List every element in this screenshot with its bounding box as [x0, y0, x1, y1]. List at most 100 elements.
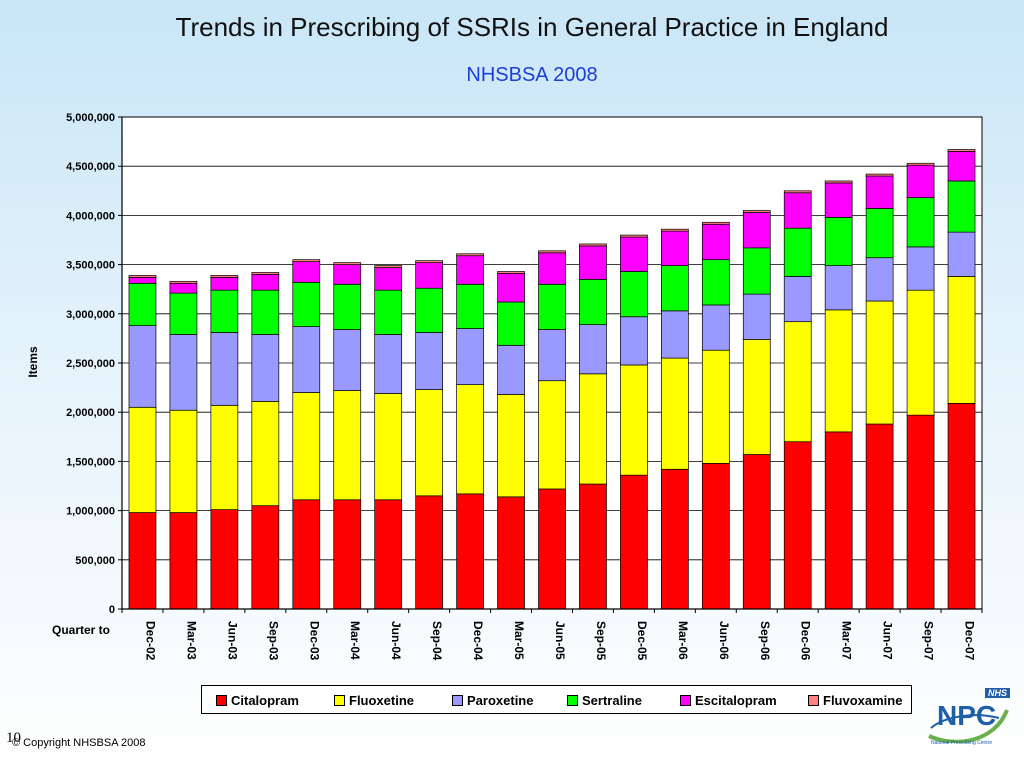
bar-segment-citalopram — [456, 493, 484, 610]
bar-segment-citalopram — [947, 402, 976, 610]
bar-segment-sertraline — [456, 283, 484, 329]
bar-segment-escitalopram — [169, 282, 198, 294]
x-tick-label: Dec-07 — [963, 621, 977, 661]
bar-segment-fluvoxamine — [169, 280, 198, 284]
bar-segment-fluvoxamine — [783, 190, 812, 194]
y-tick-label: 4,000,000 — [66, 210, 115, 222]
bar-segment-fluoxetine — [742, 339, 771, 455]
bar-segment-sertraline — [906, 197, 935, 248]
bar-segment-escitalopram — [456, 255, 484, 285]
bar-segment-sertraline — [169, 292, 198, 335]
x-tick-label: Jun-04 — [389, 621, 403, 660]
bar-segment-sertraline — [742, 247, 771, 295]
y-tick-label: 2,000,000 — [66, 407, 115, 419]
bar-segment-citalopram — [661, 468, 689, 610]
bar-segment-citalopram — [292, 499, 321, 610]
bar-segment-fluoxetine — [783, 321, 812, 443]
legend-item-sertraline: Sertraline — [567, 692, 642, 708]
bar-segment-citalopram — [620, 474, 648, 610]
legend-label: Citalopram — [231, 692, 299, 708]
bar-segment-fluvoxamine — [620, 234, 648, 238]
bar-segment-fluvoxamine — [742, 210, 771, 213]
bar-segment-paroxetine — [374, 334, 403, 394]
bar-segment-escitalopram — [415, 262, 443, 289]
bar-segment-fluoxetine — [128, 406, 157, 513]
bar-segment-fluoxetine — [865, 300, 894, 425]
legend-swatch — [680, 694, 691, 706]
bar-segment-escitalopram — [128, 277, 157, 284]
bar-segment-sertraline — [210, 289, 239, 333]
x-tick-label: Sep-05 — [594, 621, 608, 661]
bar-segment-citalopram — [906, 414, 935, 610]
bar-segment-sertraline — [824, 217, 853, 266]
bar-segment-sertraline — [251, 289, 280, 335]
bar-segment-fluoxetine — [947, 276, 976, 404]
bar-segment-citalopram — [579, 483, 607, 610]
bar-segment-escitalopram — [701, 223, 730, 261]
legend-item-fluoxetine: Fluoxetine — [334, 692, 414, 708]
legend-swatch — [334, 694, 345, 706]
npc-logo-caption: National Prescribing Centre — [931, 740, 993, 746]
bar-segment-sertraline — [415, 287, 443, 333]
bar-segment-fluoxetine — [374, 393, 403, 501]
y-tick-label: 1,000,000 — [66, 506, 115, 518]
bar-segment-fluoxetine — [824, 309, 853, 433]
x-tick-label: Jun-07 — [881, 621, 895, 660]
bar-segment-escitalopram — [210, 277, 239, 291]
x-tick-label: Sep-04 — [430, 621, 444, 661]
bar-segment-fluvoxamine — [210, 275, 239, 278]
x-tick-label: Mar-05 — [512, 621, 526, 660]
bar-segment-paroxetine — [906, 246, 935, 291]
legend-item-citalopram: Citalopram — [216, 692, 299, 708]
x-tick-label: Mar-06 — [676, 621, 690, 660]
x-tick-labels: Dec-02 Mar-03 Jun-03 Sep-03 Dec-03 Mar-04 Jun-… — [121, 609, 983, 661]
bar-segment-sertraline — [620, 271, 648, 318]
bar-segment-fluvoxamine — [701, 221, 730, 225]
bar-segment-fluvoxamine — [824, 180, 853, 184]
bar-segment-escitalopram — [947, 151, 976, 182]
bar-segment-paroxetine — [824, 265, 853, 311]
bar-segment-escitalopram — [579, 245, 607, 280]
bar-segment-citalopram — [538, 488, 566, 610]
bar-segment-fluoxetine — [251, 401, 280, 507]
npc-logo-text: NPC — [937, 700, 997, 731]
y-tick-label: 3,000,000 — [66, 309, 115, 321]
bar-segment-fluvoxamine — [374, 265, 403, 268]
bar-segment-paroxetine — [661, 310, 689, 359]
x-tick-label: Jun-06 — [717, 621, 731, 660]
legend-swatch — [452, 694, 463, 706]
bar-segment-fluoxetine — [620, 364, 648, 476]
axes — [121, 117, 982, 610]
legend-swatch — [216, 694, 227, 706]
bar-segment-sertraline — [579, 279, 607, 325]
bar-segment-paroxetine — [456, 328, 484, 385]
bar-segment-escitalopram — [906, 164, 935, 199]
y-tick-label: 4,500,000 — [66, 161, 115, 173]
y-tick-label: 500,000 — [75, 555, 115, 567]
legend-swatch — [808, 694, 819, 706]
bar-segment-fluvoxamine — [251, 272, 280, 275]
bar-segment-fluvoxamine — [128, 275, 157, 278]
bar-segment-escitalopram — [374, 267, 403, 291]
legend-item-fluvoxamine: Fluvoxamine — [808, 692, 902, 708]
slide-title: Trends in Prescribing of SSRIs in Genera… — [175, 12, 889, 42]
x-tick-label: Mar-07 — [840, 621, 854, 660]
bar-segment-citalopram — [415, 495, 443, 610]
bar-segment-fluoxetine — [579, 373, 607, 485]
bar-segment-paroxetine — [947, 231, 976, 277]
legend-swatch — [567, 694, 578, 706]
bar-segment-citalopram — [374, 499, 403, 610]
bar-segment-fluoxetine — [661, 357, 689, 470]
y-tick-label: 5,000,000 — [66, 112, 115, 124]
bar-segment-sertraline — [947, 180, 976, 233]
bar-segment-paroxetine — [620, 316, 648, 366]
x-tick-label: Jun-05 — [553, 621, 567, 660]
slide-subtitle: NHSBSA 2008 — [466, 64, 598, 86]
bar-segment-sertraline — [333, 283, 362, 330]
bar-segment-fluoxetine — [538, 380, 566, 490]
bar-segment-paroxetine — [169, 334, 198, 411]
bar-segment-sertraline — [783, 227, 812, 277]
bar-segment-fluvoxamine — [292, 259, 321, 262]
bar-segment-fluvoxamine — [538, 250, 566, 254]
